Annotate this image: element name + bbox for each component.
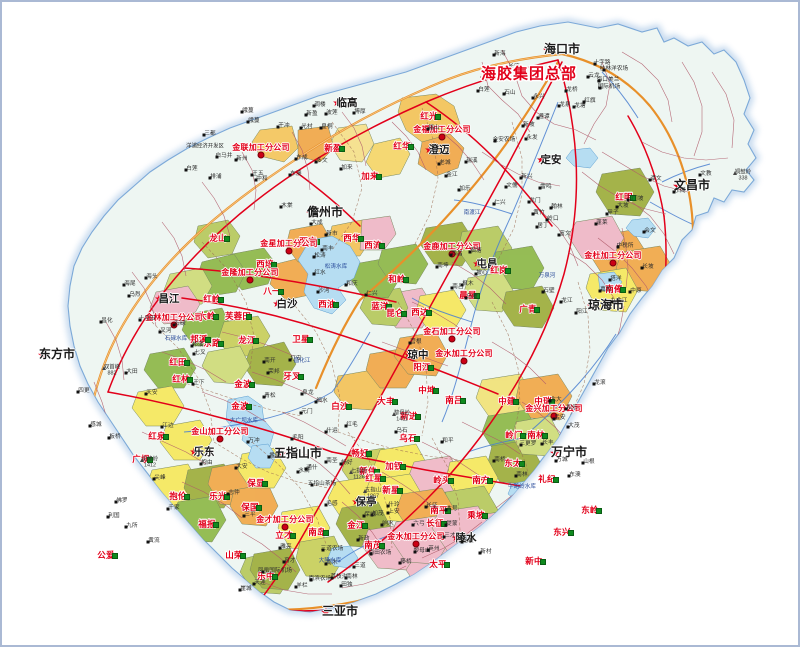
map-frame: ★ 海口市 ★ 儋州市 ★ 东方市 ★ 三亚市 ★ 文昌市 ★ 琼海市 ★ 万宁市 ★ 五指山市 ★ 临高 ★ 澄迈 ★… [0, 0, 800, 647]
hainan-island-map [2, 2, 798, 645]
